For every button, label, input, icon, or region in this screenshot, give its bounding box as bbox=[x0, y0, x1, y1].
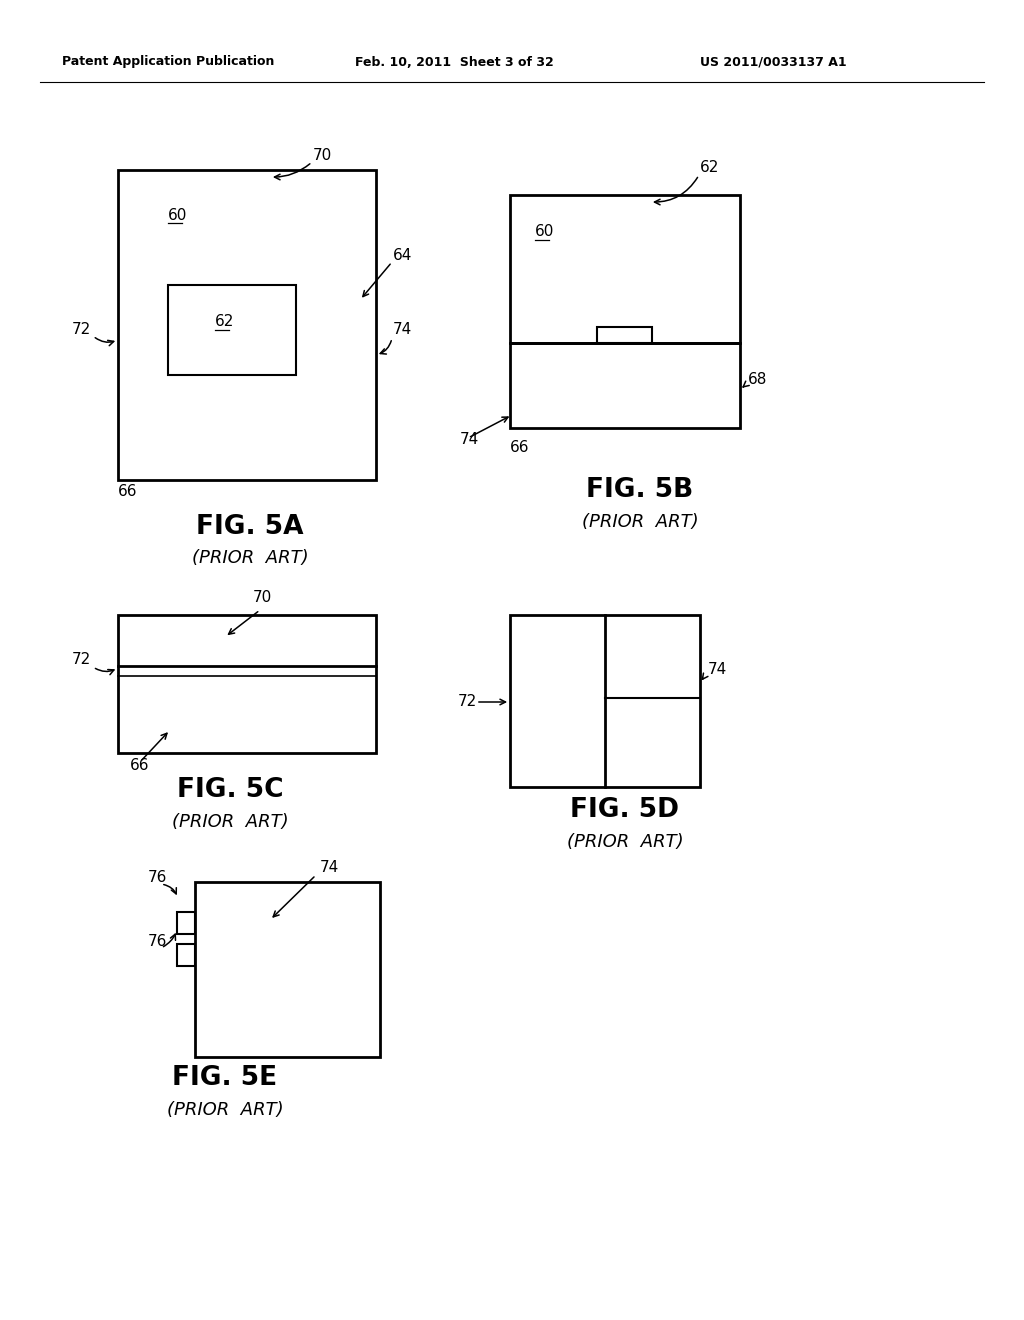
Text: Patent Application Publication: Patent Application Publication bbox=[62, 55, 274, 69]
Bar bbox=[177, 944, 195, 966]
Text: 64: 64 bbox=[393, 248, 413, 263]
Text: (PRIOR  ART): (PRIOR ART) bbox=[172, 813, 289, 832]
Bar bbox=[510, 195, 740, 343]
Text: 66: 66 bbox=[510, 440, 529, 454]
Text: 74: 74 bbox=[393, 322, 413, 338]
Text: 72: 72 bbox=[458, 694, 477, 710]
Text: (PRIOR  ART): (PRIOR ART) bbox=[167, 1101, 284, 1119]
Text: 60: 60 bbox=[535, 224, 554, 239]
Text: FIG. 5A: FIG. 5A bbox=[197, 513, 304, 540]
Text: Feb. 10, 2011  Sheet 3 of 32: Feb. 10, 2011 Sheet 3 of 32 bbox=[355, 55, 554, 69]
Text: 72: 72 bbox=[72, 322, 91, 338]
Bar bbox=[195, 882, 380, 1057]
Bar bbox=[510, 615, 700, 787]
Text: 70: 70 bbox=[253, 590, 272, 606]
Text: 74: 74 bbox=[460, 433, 479, 447]
Text: FIG. 5D: FIG. 5D bbox=[570, 797, 680, 822]
Bar bbox=[177, 912, 195, 935]
Text: FIG. 5B: FIG. 5B bbox=[587, 477, 693, 503]
Text: (PRIOR  ART): (PRIOR ART) bbox=[582, 513, 698, 531]
Text: FIG. 5C: FIG. 5C bbox=[177, 777, 284, 803]
Text: 74: 74 bbox=[319, 861, 339, 875]
Text: 72: 72 bbox=[72, 652, 91, 668]
Text: 76: 76 bbox=[148, 870, 167, 886]
Text: FIG. 5E: FIG. 5E bbox=[172, 1065, 278, 1092]
Bar bbox=[118, 615, 376, 752]
Text: (PRIOR  ART): (PRIOR ART) bbox=[191, 549, 308, 568]
Text: 66: 66 bbox=[118, 484, 137, 499]
Text: 62: 62 bbox=[215, 314, 234, 330]
Bar bbox=[510, 343, 740, 428]
Text: 66: 66 bbox=[130, 759, 150, 774]
Text: 70: 70 bbox=[313, 148, 332, 162]
Text: (PRIOR  ART): (PRIOR ART) bbox=[566, 833, 683, 851]
Text: 74: 74 bbox=[708, 663, 727, 677]
Text: 62: 62 bbox=[700, 161, 720, 176]
Bar bbox=[118, 170, 376, 480]
Text: 76: 76 bbox=[148, 935, 167, 949]
Text: US 2011/0033137 A1: US 2011/0033137 A1 bbox=[700, 55, 847, 69]
Bar bbox=[597, 327, 652, 343]
Text: 68: 68 bbox=[748, 372, 767, 388]
Bar bbox=[168, 285, 296, 375]
Text: 60: 60 bbox=[168, 207, 187, 223]
